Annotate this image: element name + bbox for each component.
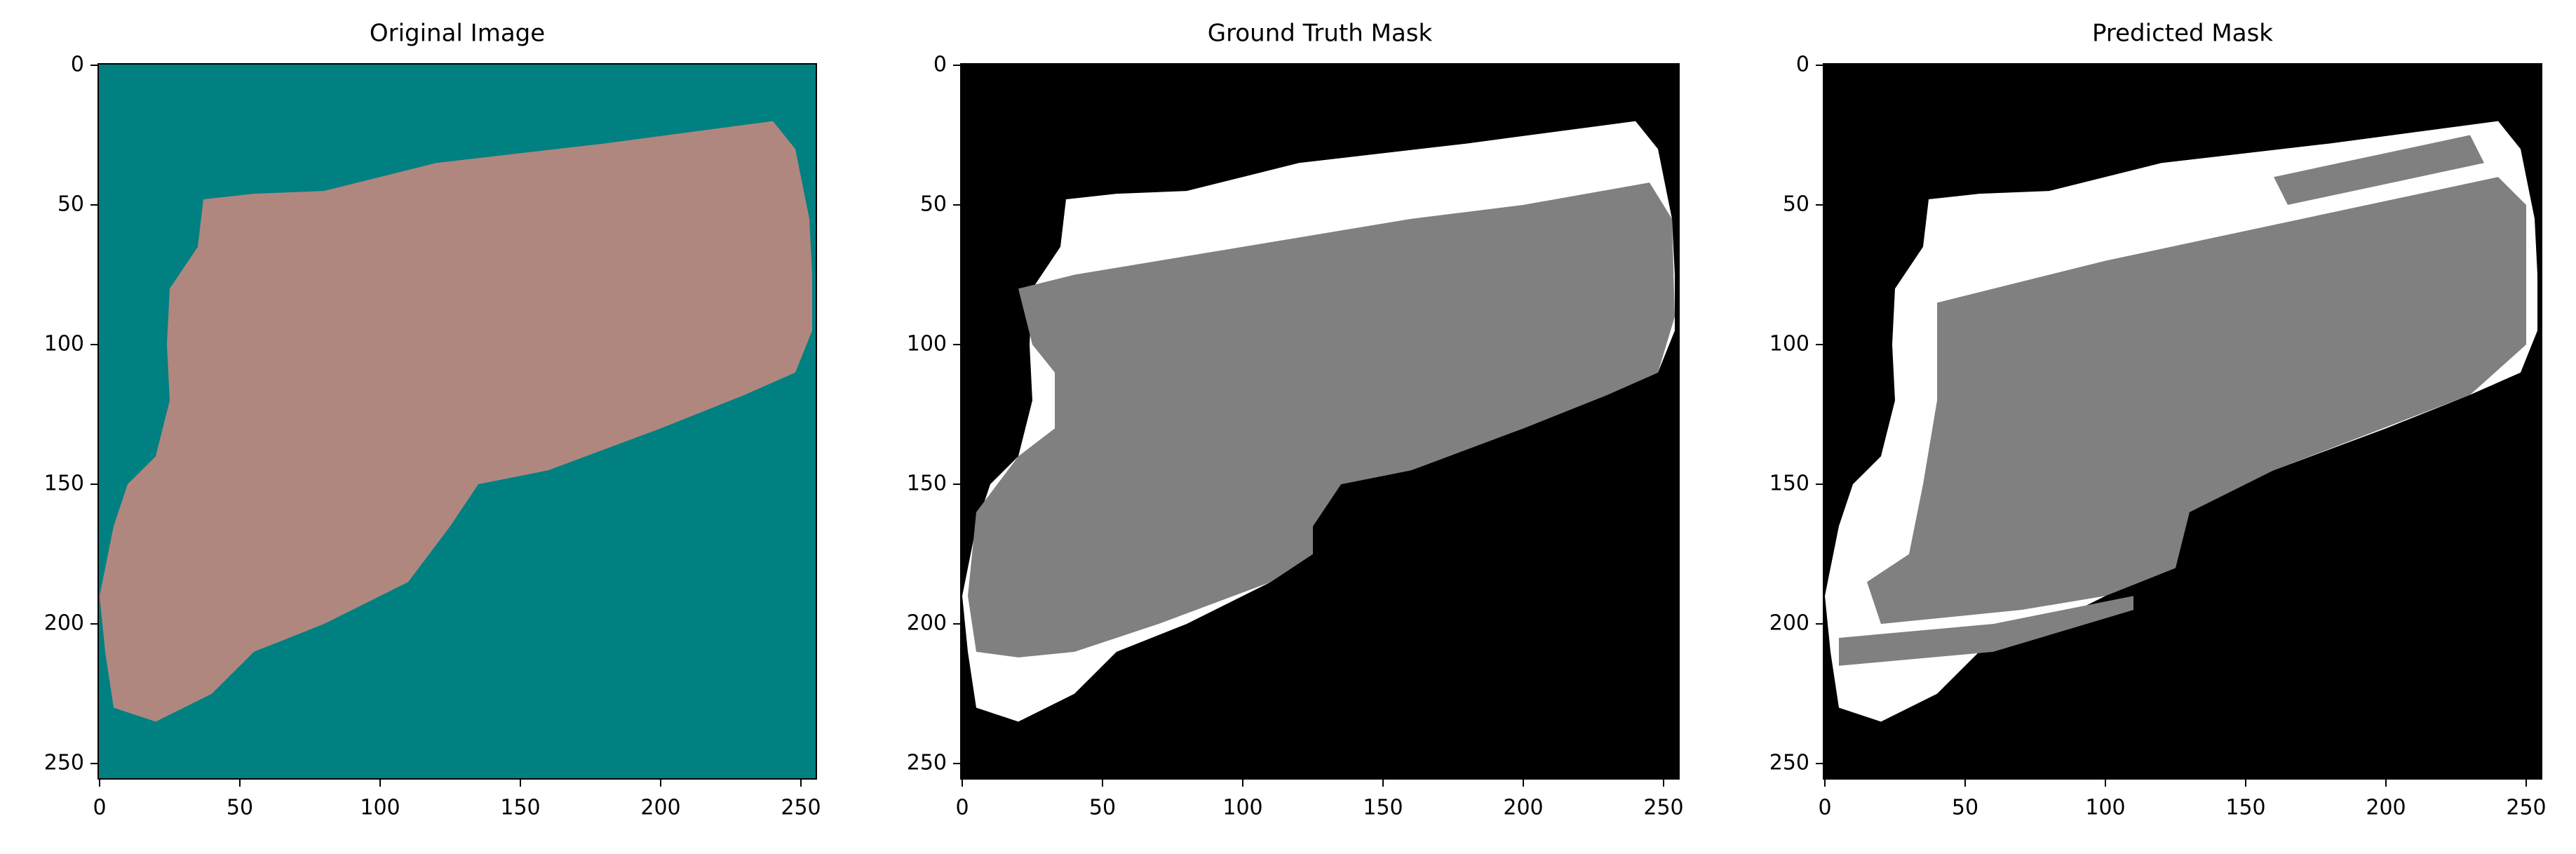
y-tick-label: 50 xyxy=(58,192,84,217)
x-tick-label: 100 xyxy=(1222,796,1262,820)
x-tick-label: 250 xyxy=(2506,796,2546,820)
axes-frame xyxy=(1823,63,2542,780)
y-tick-label: 50 xyxy=(1783,192,1809,217)
x-tick-label: 250 xyxy=(1643,796,1683,820)
y-tick-label: 100 xyxy=(44,332,84,356)
y-tick-label: 200 xyxy=(907,611,947,636)
x-tick-label: 50 xyxy=(227,796,253,820)
image-region xyxy=(968,182,1675,658)
y-tick-label: 50 xyxy=(920,192,947,217)
y-tick-label: 250 xyxy=(907,751,947,775)
title: Original Image xyxy=(370,20,545,48)
title: Predicted Mask xyxy=(2092,20,2273,48)
y-tick-label: 250 xyxy=(44,751,84,775)
x-tick-label: 200 xyxy=(2366,796,2406,820)
x-tick-label: 0 xyxy=(93,796,106,820)
axes-frame xyxy=(960,63,1680,780)
image-region xyxy=(100,121,812,722)
y-tick-label: 0 xyxy=(71,52,84,76)
x-tick-label: 0 xyxy=(955,796,969,820)
x-tick-label: 150 xyxy=(500,796,540,820)
x-tick-label: 50 xyxy=(1952,796,1978,820)
image-region xyxy=(2274,135,2484,206)
x-tick-label: 100 xyxy=(360,796,400,820)
y-tick-label: 0 xyxy=(933,52,947,76)
y-tick-label: 250 xyxy=(1769,751,1809,775)
y-tick-label: 150 xyxy=(1769,472,1809,496)
x-tick-label: 150 xyxy=(1363,796,1403,820)
y-tick-label: 100 xyxy=(907,332,947,356)
panel: Original Image 0 50 100 150 200 250 0 50 100 150 20… xyxy=(44,20,821,820)
y-tick-label: 100 xyxy=(1769,332,1809,356)
title: Ground Truth Mask xyxy=(1208,20,1433,48)
x-tick-label: 200 xyxy=(1503,796,1543,820)
x-tick-label: 200 xyxy=(640,796,680,820)
panel: Predicted Mask 0 50 100 150 200 250 0 50 100 150 20… xyxy=(1769,20,2547,820)
x-tick-label: 0 xyxy=(1818,796,1831,820)
y-tick-label: 0 xyxy=(1796,52,1809,76)
y-tick-label: 150 xyxy=(907,472,947,496)
y-tick-label: 200 xyxy=(44,611,84,636)
panel: Ground Truth Mask 0 50 100 150 200 250 0 50 100 15… xyxy=(907,20,1684,820)
image-region xyxy=(1867,177,2526,625)
y-tick-label: 150 xyxy=(44,472,84,496)
y-tick-label: 200 xyxy=(1769,611,1809,636)
x-tick-label: 150 xyxy=(2225,796,2265,820)
x-tick-label: 50 xyxy=(1089,796,1116,820)
x-tick-label: 250 xyxy=(781,796,821,820)
axes-frame xyxy=(97,63,817,780)
x-tick-label: 100 xyxy=(2085,796,2125,820)
image-region xyxy=(1839,596,2133,666)
